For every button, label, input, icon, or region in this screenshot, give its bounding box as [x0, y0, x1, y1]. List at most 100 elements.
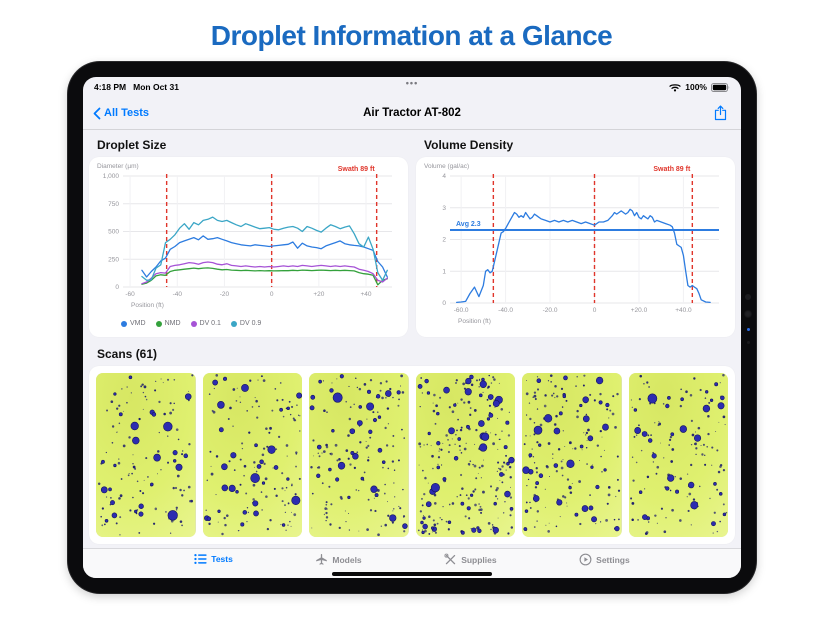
scan-image	[96, 373, 196, 537]
scan-thumbnail[interactable]	[415, 373, 515, 537]
scan-image	[522, 373, 622, 537]
svg-text:500: 500	[108, 229, 119, 236]
legend-swatch	[190, 320, 197, 327]
settings-icon	[579, 553, 592, 566]
camera-dot-icon	[746, 341, 750, 344]
volume-density-chart[interactable]: 0 1 2 3 4 -60.0 -40.0 -20.0 0 +20.0 +40.0 Volume (g…	[422, 161, 729, 333]
legend-item: DV 0.9	[230, 320, 262, 327]
volume-density-card: 0 1 2 3 4 -60.0 -40.0 -20.0 0 +20.0 +40.0 Volume (g…	[416, 157, 735, 337]
tab-label: Tests	[211, 554, 233, 564]
svg-text:-40: -40	[173, 291, 183, 298]
charts-row: Droplet Size 0 250 500 750 1,000 -60 -40 -20 0 +2…	[89, 136, 735, 337]
droplet-size-heading: Droplet Size	[97, 138, 167, 152]
svg-text:0: 0	[270, 291, 274, 298]
model-plane-icon	[316, 554, 328, 565]
tab-models[interactable]: Models	[315, 553, 362, 566]
ipad-frame: 4:18 PM Mon Oct 31 ••• 100%	[68, 62, 756, 593]
svg-text:-60.0: -60.0	[454, 307, 469, 314]
list-icon	[194, 553, 207, 565]
scans-card	[89, 366, 735, 544]
legend-item: VMD	[121, 320, 146, 327]
svg-text:1,000: 1,000	[103, 173, 120, 180]
svg-text:Swath 89 ft: Swath 89 ft	[653, 166, 691, 173]
camera-dot-icon	[745, 294, 751, 300]
svg-text:4: 4	[442, 173, 446, 180]
back-button[interactable]: All Tests	[93, 107, 149, 120]
page-title: Droplet Information at a Glance	[210, 20, 613, 51]
svg-text:0: 0	[115, 284, 119, 291]
battery-icon	[711, 82, 730, 92]
scan-thumbnail[interactable]	[309, 373, 409, 537]
chart-legend: VMD NMD DV 0.1 DV 0.9	[95, 317, 402, 331]
droplet-size-chart[interactable]: 0 250 500 750 1,000 -60 -40 -20 0 +20 +40 Diameter …	[95, 161, 402, 317]
legend-label: DV 0.1	[199, 320, 221, 327]
share-button[interactable]	[714, 105, 727, 126]
svg-text:-20.0: -20.0	[543, 307, 558, 314]
svg-text:750: 750	[108, 201, 119, 208]
back-button-label: All Tests	[104, 107, 150, 119]
svg-text:+40: +40	[361, 291, 372, 298]
chevron-left-icon	[93, 107, 101, 119]
legend-item: DV 0.1	[190, 320, 221, 327]
svg-text:Volume (gal/ac): Volume (gal/ac)	[424, 163, 469, 170]
multitask-indicator[interactable]: •••	[405, 78, 419, 88]
legend-label: NMD	[164, 320, 181, 327]
legend-label: VMD	[130, 320, 146, 327]
svg-text:1: 1	[442, 268, 446, 275]
side-camera	[744, 294, 752, 344]
volume-density-heading: Volume Density	[424, 138, 514, 152]
svg-text:0: 0	[593, 307, 597, 314]
svg-text:Avg 2.3: Avg 2.3	[456, 221, 481, 228]
tab-label: Settings	[596, 554, 630, 565]
svg-text:-40.0: -40.0	[498, 307, 513, 314]
camera-indicator-icon	[746, 328, 750, 331]
svg-text:250: 250	[108, 256, 119, 263]
scan-thumbnail[interactable]	[628, 373, 728, 537]
scan-thumbnail[interactable]	[96, 373, 196, 537]
legend-item: NMD	[155, 320, 181, 327]
svg-text:0: 0	[442, 300, 446, 307]
camera-lens-icon	[744, 310, 752, 318]
home-indicator[interactable]	[332, 572, 492, 576]
tab-label: Models	[332, 554, 362, 565]
tab-label: Supplies	[461, 554, 497, 565]
share-icon	[714, 105, 727, 121]
status-left: 4:18 PM Mon Oct 31	[94, 82, 179, 92]
legend-label: DV 0.9	[239, 320, 262, 327]
nav-bar: All Tests Air Tractor AT-802	[83, 97, 741, 130]
scans-heading: Scans (61)	[97, 347, 158, 361]
svg-text:2: 2	[442, 237, 446, 244]
svg-text:Swath 89 ft: Swath 89 ft	[338, 166, 376, 173]
wifi-icon	[669, 83, 681, 91]
scan-thumbnail[interactable]	[202, 373, 302, 537]
svg-text:+20.0: +20.0	[631, 307, 648, 314]
svg-text:3: 3	[442, 205, 446, 212]
legend-swatch	[155, 320, 162, 327]
status-right: 100%	[669, 82, 730, 92]
svg-text:-60: -60	[125, 291, 135, 298]
ipad-screen: 4:18 PM Mon Oct 31 ••• 100%	[83, 77, 741, 578]
status-date: Mon Oct 31	[133, 82, 179, 92]
nav-title: Air Tractor AT-802	[363, 107, 461, 119]
scan-thumbnail[interactable]	[522, 373, 622, 537]
tools-icon	[444, 553, 456, 565]
scan-image	[415, 373, 515, 537]
tab-tests[interactable]: Tests	[194, 553, 233, 565]
tab-settings[interactable]: Settings	[579, 553, 630, 566]
droplet-size-card: 0 250 500 750 1,000 -60 -40 -20 0 +20 +40 Diameter …	[89, 157, 408, 337]
status-bar: 4:18 PM Mon Oct 31 ••• 100%	[83, 77, 741, 97]
svg-text:Position (ft): Position (ft)	[131, 302, 164, 309]
legend-swatch	[121, 320, 127, 327]
tab-bar: Tests Models Suppl	[83, 548, 741, 578]
tab-supplies[interactable]: Supplies	[444, 553, 497, 566]
svg-text:Diameter (µm): Diameter (µm)	[97, 163, 139, 170]
scan-image	[309, 373, 409, 537]
battery-percent: 100%	[685, 82, 707, 92]
status-time: 4:18 PM	[94, 82, 127, 92]
svg-text:+20: +20	[313, 291, 324, 298]
legend-swatch	[230, 320, 237, 327]
svg-text:+40.0: +40.0	[675, 307, 692, 314]
scan-image	[628, 373, 728, 537]
svg-text:-20: -20	[220, 291, 230, 298]
